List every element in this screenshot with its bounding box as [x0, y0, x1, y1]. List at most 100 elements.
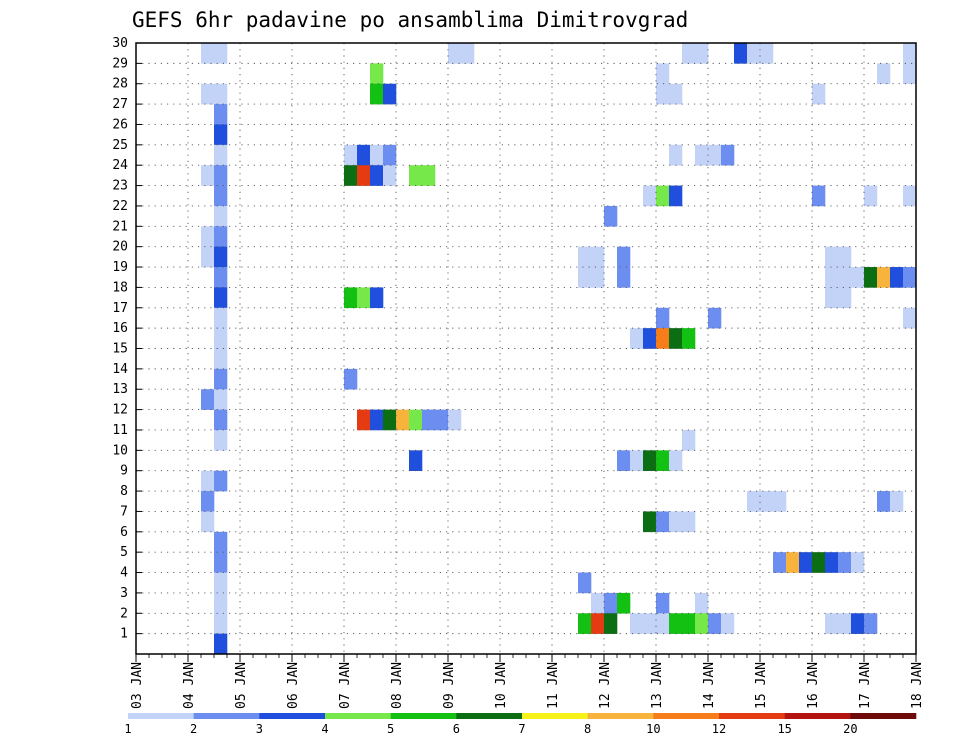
heatmap-cell — [357, 165, 371, 186]
heatmap-cell — [682, 328, 696, 349]
heatmap-cell — [877, 267, 891, 288]
heatmap-cell — [383, 165, 397, 186]
heatmap-cell — [201, 165, 215, 186]
heatmap-cell — [903, 307, 917, 329]
heatmap-cell — [760, 491, 774, 512]
heatmap-cell — [448, 43, 462, 64]
y-tick-label: 25 — [112, 138, 128, 153]
y-tick-label: 1 — [120, 627, 128, 642]
heatmap-cell — [786, 552, 800, 573]
heatmap-cell — [591, 246, 605, 268]
colorbar: 1 2 3 4 5 6 7 8 10 12 15 20 — [124, 713, 917, 736]
heatmap-cell — [383, 409, 397, 431]
x-tick-label: 15 JAN — [754, 662, 769, 709]
x-tick-label: 09 JAN — [442, 662, 457, 709]
heatmap-cell — [721, 144, 735, 166]
heatmap-cell — [825, 552, 839, 573]
heatmap-cell — [812, 83, 826, 105]
y-tick-label: 5 — [120, 545, 128, 560]
heatmap-cell — [682, 511, 696, 533]
heatmap-cell — [344, 368, 358, 390]
heatmap-cell — [669, 613, 683, 634]
heatmap-cell — [357, 287, 371, 309]
heatmap-cell — [656, 450, 670, 471]
heatmap-cell — [370, 165, 384, 186]
heatmap-cell — [201, 83, 215, 105]
colorbar-swatch — [259, 713, 326, 719]
heatmap-cell — [214, 348, 228, 370]
heatmap-cell — [864, 267, 878, 288]
y-tick-label: 23 — [112, 179, 128, 194]
heatmap-cell — [370, 287, 384, 309]
heatmap-cell — [747, 43, 761, 64]
x-tick-label: 16 JAN — [806, 662, 821, 709]
x-tick-label: 14 JAN — [702, 662, 717, 709]
heatmap-cell — [851, 613, 865, 634]
colorbar-swatch — [325, 713, 391, 719]
heatmap-cell — [214, 592, 228, 614]
heatmap-cell — [214, 613, 228, 634]
heatmap-cell — [877, 491, 891, 512]
colorbar-label: 10 — [646, 722, 660, 736]
colorbar-swatch — [587, 713, 654, 719]
heatmap-cell — [890, 491, 904, 512]
heatmap-cell — [214, 246, 228, 268]
heatmap-cell — [214, 144, 228, 166]
y-tick-label: 13 — [112, 382, 128, 397]
heatmap-cell — [617, 450, 631, 471]
heatmap-cell — [214, 124, 228, 146]
heatmap-cell — [344, 144, 358, 166]
heatmap-cell — [396, 409, 410, 431]
colorbar-swatch — [719, 713, 785, 719]
heatmap-cell — [357, 144, 371, 166]
heatmap-cell — [214, 368, 228, 390]
heatmap-cell — [695, 592, 709, 614]
y-tick-label: 6 — [120, 525, 128, 540]
heatmap-cell — [214, 409, 228, 431]
heatmap-cell — [695, 613, 709, 634]
heatmap-cell — [864, 613, 878, 634]
x-tick-label: 12 JAN — [598, 662, 613, 709]
heatmap-cell — [695, 43, 709, 64]
heatmap-cell — [604, 205, 618, 227]
colorbar-swatch — [456, 713, 523, 719]
heatmap-cell — [773, 552, 787, 573]
heatmap-cells — [201, 43, 917, 655]
heatmap-cell — [903, 185, 917, 207]
heatmap-cell — [708, 307, 722, 329]
heatmap-cell — [214, 226, 228, 247]
heatmap-cell — [643, 613, 657, 634]
heatmap-cell — [903, 63, 917, 85]
y-tick-label: 21 — [112, 219, 128, 234]
heatmap-cell — [422, 409, 436, 431]
y-tick-label: 14 — [112, 362, 128, 377]
heatmap-cell — [890, 267, 904, 288]
heatmap-cell — [643, 185, 657, 207]
colorbar-label: 7 — [518, 722, 525, 736]
y-tick-label: 3 — [120, 586, 128, 601]
x-tick-label: 17 JAN — [858, 662, 873, 709]
heatmap-cell — [695, 144, 709, 166]
heatmap-cell — [838, 287, 852, 309]
heatmap-cell — [370, 144, 384, 166]
heatmap-cell — [409, 409, 423, 431]
heatmap-cell — [643, 450, 657, 471]
x-tick-label: 05 JAN — [234, 662, 249, 709]
heatmap-cell — [669, 450, 683, 471]
colorbar-swatch — [850, 713, 917, 719]
heatmap-cell — [214, 165, 228, 186]
heatmap-cell — [383, 144, 397, 166]
heatmap-cell — [773, 491, 787, 512]
heatmap-cell — [617, 246, 631, 268]
heatmap-cell — [630, 613, 644, 634]
heatmap-cell — [851, 552, 865, 573]
heatmap-cell — [214, 287, 228, 309]
colorbar-label: 20 — [843, 722, 857, 736]
heatmap-cell — [825, 287, 839, 309]
heatmap-cell — [630, 450, 644, 471]
colorbar-swatch — [653, 713, 720, 719]
heatmap-cell — [461, 43, 475, 64]
heatmap-cell — [825, 246, 839, 268]
heatmap-cell — [214, 389, 228, 410]
colorbar-label: 6 — [453, 722, 460, 736]
